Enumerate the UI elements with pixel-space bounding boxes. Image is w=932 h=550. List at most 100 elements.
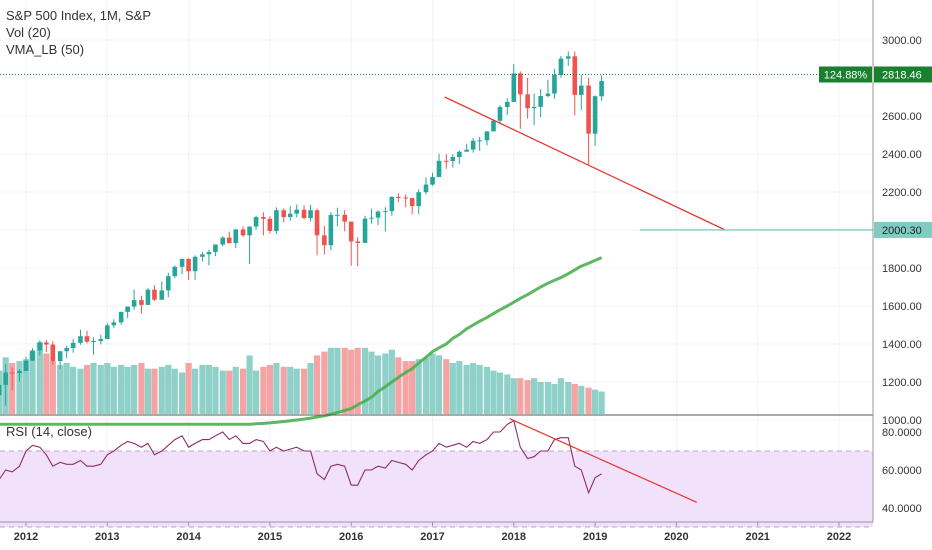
candle-body[interactable] [200,254,205,257]
candle-body[interactable] [57,351,63,362]
candle-body[interactable] [253,217,259,227]
candle-body[interactable] [23,360,29,371]
candle-body[interactable] [362,218,368,243]
candle-body[interactable] [179,258,185,267]
candle-body[interactable] [213,244,218,253]
candle-body[interactable] [565,56,571,59]
candle-body[interactable] [328,214,334,246]
candle-body[interactable] [172,266,178,277]
candle-body[interactable] [294,209,300,214]
candle-body[interactable] [233,229,239,244]
candle-body[interactable] [30,350,35,361]
rsi-axis[interactable]: 40.0000 60.0000 80.0000 [882,427,922,515]
time-axis[interactable]: 2012 2013 2014 2015 2016 2017 2018 2019 2020 2021… [14,522,851,543]
candle-body[interactable] [145,289,151,305]
candle-body[interactable] [131,300,137,307]
candle-body[interactable] [37,342,43,351]
candle-body[interactable] [396,196,401,198]
candle-body[interactable] [578,85,584,95]
candle-body[interactable] [335,214,340,216]
candle-body[interactable] [470,140,476,150]
candle-body[interactable] [491,120,496,132]
candle-body[interactable] [586,85,591,134]
candle-body[interactable] [444,160,449,162]
candle-body[interactable] [220,237,226,245]
candle-body[interactable] [504,101,510,108]
legend-main[interactable]: S&P 500 Index, 1M, S&P [6,8,151,23]
candle-body[interactable] [497,107,503,121]
candle-body[interactable] [267,218,273,231]
rsi-trendline[interactable] [509,418,697,503]
candle-body[interactable] [409,198,415,207]
candle-body[interactable] [558,58,564,75]
candle-body[interactable] [511,73,517,102]
price-trendline[interactable] [444,96,726,231]
candle-body[interactable] [186,258,191,272]
candle-body[interactable] [226,237,232,244]
candle-body[interactable] [389,196,395,212]
candle-body[interactable] [599,81,604,97]
candle-body[interactable] [436,160,442,177]
candle-body[interactable] [375,211,381,218]
rsi-line[interactable] [0,419,602,495]
candle-body[interactable] [261,217,266,219]
candle-body[interactable] [139,300,144,305]
candle-body[interactable] [98,339,104,341]
candle-body[interactable] [369,217,374,219]
candle-body[interactable] [457,151,462,158]
candle-body[interactable] [247,226,252,236]
candle-body[interactable] [78,336,83,343]
candle-body[interactable] [464,149,469,152]
candle-body[interactable] [450,157,456,162]
candle-body[interactable] [0,384,2,396]
candle-body[interactable] [91,340,96,342]
candle-body[interactable] [287,213,293,218]
candle-body[interactable] [206,252,212,255]
candle-body[interactable] [484,131,490,141]
candle-body[interactable] [301,209,307,219]
candle-body[interactable] [17,370,22,374]
candle-body[interactable] [9,372,15,374]
candle-body[interactable] [274,210,279,231]
candle-body[interactable] [423,184,429,193]
candle-body[interactable] [355,241,361,243]
candle-body[interactable] [281,210,287,218]
candle-body[interactable] [538,96,543,107]
candle-body[interactable] [240,229,246,236]
candle-body[interactable] [572,56,578,95]
candle-body[interactable] [430,176,435,185]
candle-body[interactable] [165,276,171,291]
candle-body[interactable] [477,140,482,142]
candle-body[interactable] [118,311,124,323]
candle-body[interactable] [3,372,8,385]
candle-body[interactable] [525,94,530,109]
candle-body[interactable] [416,192,421,207]
candle-body[interactable] [50,344,56,362]
candle-body[interactable] [152,289,157,300]
candle-body[interactable] [44,342,49,345]
candle-body[interactable] [105,325,110,340]
candle-body[interactable] [348,221,354,242]
candle-body[interactable] [159,290,165,300]
candle-body[interactable] [322,235,327,246]
candle-body[interactable] [342,214,347,222]
candle-body[interactable] [192,256,198,272]
candle-body[interactable] [383,211,388,213]
legend-rsi[interactable]: RSI (14, close) [6,424,92,439]
candle-body[interactable] [125,306,130,312]
candle-body[interactable] [552,74,557,94]
candle-body[interactable] [64,347,69,352]
candles[interactable] [0,51,604,406]
candle-body[interactable] [111,322,117,326]
candle-body[interactable] [308,210,313,219]
legend-vol[interactable]: Vol (20) [6,25,51,40]
candle-body[interactable] [531,106,537,109]
candle-body[interactable] [545,93,551,97]
candle-body[interactable] [592,96,598,134]
candle-body[interactable] [518,73,523,95]
candle-body[interactable] [70,342,76,348]
legend-vma[interactable]: VMA_LB (50) [6,42,84,57]
candle-body[interactable] [314,210,320,236]
candle-body[interactable] [84,336,90,342]
candle-body[interactable] [403,197,408,199]
